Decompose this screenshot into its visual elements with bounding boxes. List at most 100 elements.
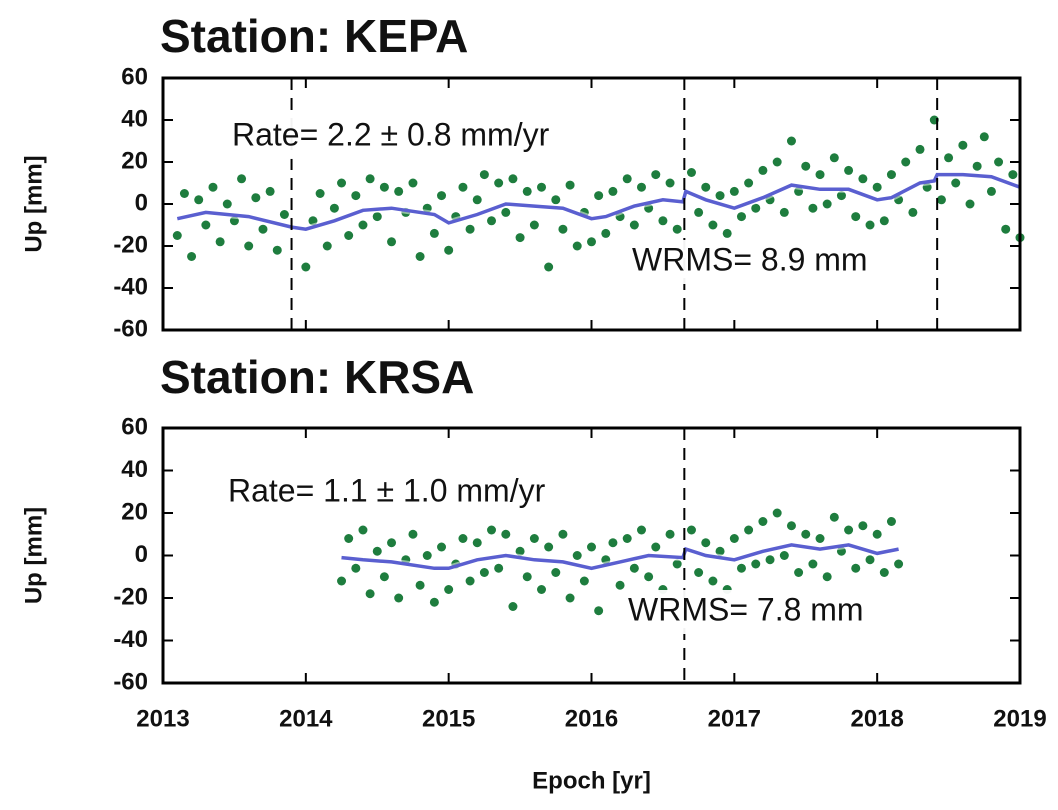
data-point [372, 212, 382, 222]
data-point [251, 193, 261, 203]
data-point [972, 161, 982, 171]
data-point [715, 546, 725, 556]
data-point [844, 165, 854, 175]
x-tick-label: 2014 [279, 705, 333, 732]
data-point [244, 241, 254, 251]
data-point [601, 228, 611, 238]
data-point [636, 182, 646, 192]
data-point [851, 563, 861, 573]
plot-frame [161, 76, 1022, 332]
y-tick-label: 20 [121, 147, 148, 174]
data-point [886, 517, 896, 526]
y-tick-label: 0 [135, 189, 148, 216]
y-tick-label: -40 [113, 626, 148, 653]
annotation: Rate= 1.1 ± 1.0 mm/yr [228, 472, 546, 508]
data-point [951, 178, 961, 188]
data-point [694, 568, 704, 577]
data-point [508, 174, 518, 184]
y-tick-label: -60 [113, 668, 148, 695]
data-point [387, 237, 397, 247]
data-point [337, 178, 347, 188]
data-point [901, 157, 911, 167]
data-point [479, 568, 489, 577]
data-point [444, 245, 454, 255]
data-point [1008, 170, 1018, 180]
data-point [786, 136, 796, 146]
data-point [979, 132, 989, 142]
data-point [879, 216, 889, 226]
y-tick-label: -20 [113, 231, 148, 258]
data-point [351, 191, 361, 201]
data-point [522, 186, 532, 196]
data-point [358, 220, 368, 230]
data-point [351, 563, 361, 573]
data-point [829, 512, 839, 522]
data-point [187, 252, 197, 261]
y-tick-label: 40 [121, 105, 148, 132]
data-point [551, 195, 561, 205]
data-point [594, 191, 604, 201]
data-point [494, 178, 504, 188]
data-point [629, 220, 639, 230]
data-point [829, 153, 839, 163]
data-point [872, 529, 882, 539]
data-point [779, 207, 789, 217]
panel-title: Station: KEPA [160, 10, 468, 62]
data-point [487, 525, 497, 535]
data-point [672, 224, 682, 234]
data-point [322, 241, 332, 251]
data-point [337, 576, 347, 586]
data-point [994, 157, 1004, 167]
data-point [708, 220, 718, 230]
data-point [879, 568, 889, 577]
data-point [487, 216, 497, 226]
data-point [579, 576, 589, 586]
data-point [501, 529, 511, 539]
data-point [758, 165, 768, 175]
data-point [522, 572, 532, 582]
annotation-box [624, 240, 876, 284]
data-point [279, 210, 289, 219]
data-point [415, 252, 425, 261]
data-point [429, 597, 439, 607]
x-tick-label: 2019 [993, 705, 1046, 732]
data-point [651, 170, 661, 180]
data-point [736, 563, 746, 573]
model-line [176, 172, 1021, 231]
data-point [686, 525, 696, 535]
data-point [644, 572, 654, 582]
data-point [408, 529, 418, 539]
data-point [494, 563, 504, 573]
data-point [329, 203, 339, 213]
data-point [358, 525, 368, 535]
data-point [936, 195, 946, 205]
annotation-box [224, 115, 558, 159]
data-point [808, 203, 818, 213]
x-tick-label: 2017 [708, 705, 761, 732]
data-point [701, 182, 711, 192]
data-point [387, 538, 397, 548]
data-point [808, 559, 818, 569]
data-point [458, 182, 468, 192]
data-point [515, 233, 525, 243]
data-point [729, 534, 739, 543]
data-point [587, 542, 596, 552]
data-point [565, 593, 575, 603]
data-point [408, 178, 418, 188]
data-point [587, 237, 596, 247]
data-point [858, 174, 868, 184]
annotation-box [620, 590, 872, 634]
annotation: WRMS= 8.9 mm [632, 241, 868, 277]
data-point [779, 551, 789, 560]
data-point [822, 199, 832, 209]
data-point [237, 174, 247, 184]
data-point [615, 580, 625, 590]
data-point [265, 186, 275, 196]
data-point [815, 170, 825, 180]
data-point [415, 580, 425, 590]
data-point [515, 546, 525, 556]
y-axis-label: Up [mm] [20, 507, 47, 604]
data-point [394, 593, 404, 603]
data-point [958, 140, 968, 150]
annotation-box [220, 471, 554, 515]
